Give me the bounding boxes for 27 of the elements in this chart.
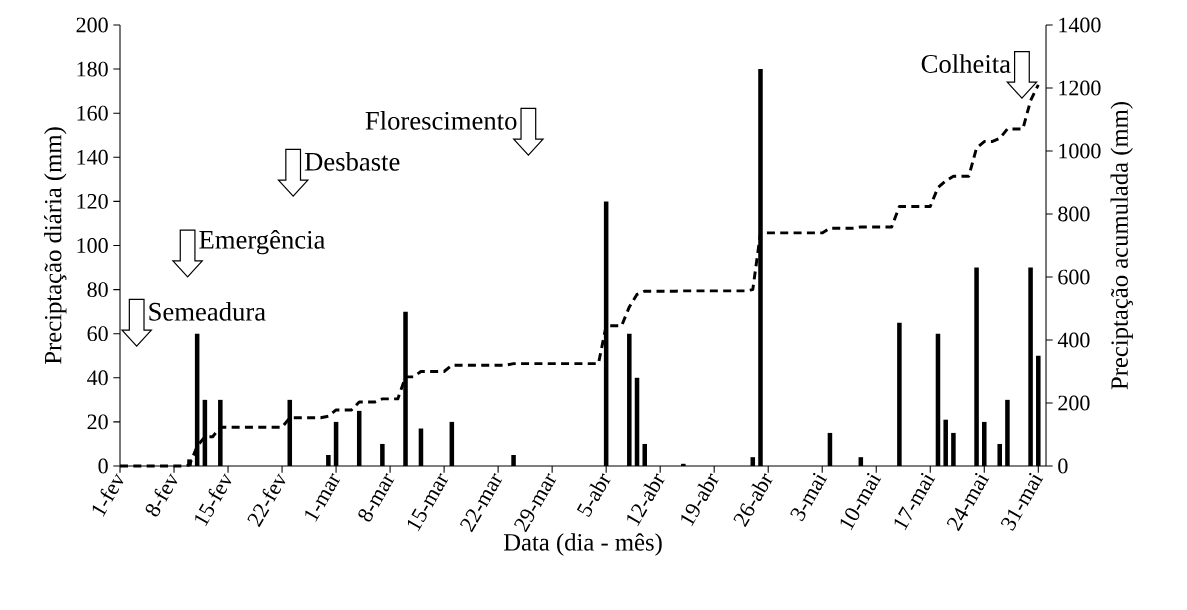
- y-axis-title: Preciptação diária (mm): [44, 127, 67, 364]
- y2-tick-label: 1000: [1059, 143, 1101, 159]
- y2-tick-label: 400: [1057, 332, 1090, 348]
- y2-axis-title: Preciptação acumulada (mm): [1110, 102, 1133, 390]
- annotation: Semeadura: [149, 301, 266, 321]
- y2-tick-label: 1200: [1059, 80, 1101, 96]
- y2-tick-label: 0: [1058, 458, 1068, 474]
- y-tick-label: 0: [98, 458, 108, 474]
- y-tick-label: 60: [87, 326, 108, 342]
- y-tick-label: 140: [77, 149, 108, 165]
- y2-tick-label: 200: [1058, 395, 1090, 411]
- y-tick-label: 80: [87, 282, 108, 298]
- y-tick-label: 180: [77, 61, 108, 77]
- y-tick-label: 20: [87, 414, 108, 430]
- y2-tick-label: 1400: [1059, 17, 1101, 33]
- annotation: Florescimento: [365, 111, 517, 130]
- annotation: Emergência: [199, 229, 326, 255]
- y2-tick-label: 600: [1058, 269, 1090, 285]
- y-tick-label: 160: [77, 105, 108, 121]
- y-tick-label: 40: [87, 370, 108, 386]
- y-tick-label: 120: [77, 193, 108, 209]
- y2-tick-label: 800: [1058, 206, 1090, 222]
- y-tick-label: 200: [76, 17, 108, 33]
- annotation: Desbaste: [304, 152, 400, 171]
- x-axis-title: Data (dia - mês): [503, 533, 662, 556]
- y-tick-label: 100: [77, 238, 108, 253]
- annotation: Colheita: [921, 54, 1011, 73]
